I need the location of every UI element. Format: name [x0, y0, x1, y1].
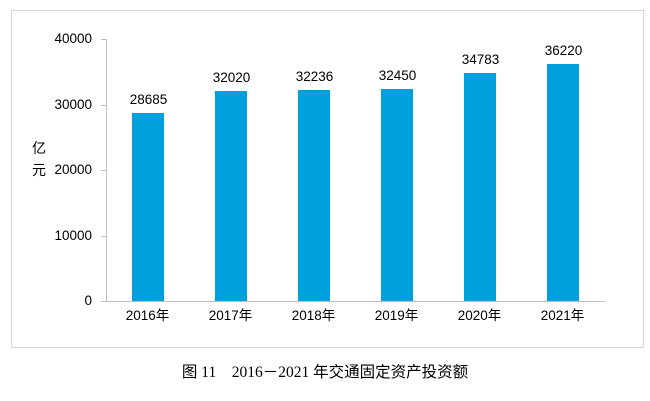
bar-slot: 28685	[107, 39, 190, 301]
bar-value-label: 32236	[295, 68, 334, 84]
y-tick-mark	[101, 104, 106, 106]
bar	[298, 89, 331, 301]
y-tick-label: 0	[84, 293, 92, 308]
plot-area: 28685 32020 32236 32450 34783 36220	[106, 39, 605, 302]
bar-column: 28685	[129, 92, 168, 301]
y-tick-mark	[101, 235, 106, 237]
bar-column: 32450	[378, 67, 417, 301]
y-tick-mark	[101, 301, 106, 302]
bar-value-label: 28685	[129, 92, 168, 108]
y-tick-label: 40000	[54, 31, 92, 46]
y-tick-label: 20000	[54, 162, 92, 177]
bar-slot: 32450	[356, 39, 439, 301]
x-axis-label: 2019年	[374, 308, 419, 323]
chart-frame: 亿元 0 10000 20000 30000 40000 28685 32020 32236…	[11, 10, 644, 348]
bar-value-label: 36220	[544, 42, 583, 58]
bar-slot: 34783	[439, 39, 522, 301]
y-tick-mark	[101, 170, 106, 171]
bar-column: 32236	[295, 68, 334, 301]
x-axis-label: 2018年	[291, 308, 336, 323]
x-axis-label: 2017年	[208, 308, 253, 323]
bar-column: 36220	[544, 42, 583, 301]
bar	[547, 63, 580, 301]
bar-slot: 32020	[190, 39, 273, 301]
bar	[464, 73, 497, 301]
y-tick-mark	[101, 39, 106, 40]
bars-row: 28685 32020 32236 32450 34783 36220	[107, 39, 605, 301]
bar	[132, 113, 165, 301]
y-tick-label: 30000	[54, 96, 92, 112]
x-axis-label: 2021年	[540, 308, 585, 323]
bar-slot: 36220	[522, 39, 605, 301]
x-axis-label: 2016年	[125, 308, 170, 323]
x-axis-label: 2020年	[457, 308, 502, 323]
bar-value-label: 32450	[378, 67, 417, 83]
figure-caption: 图 11 2016－2021 年交通固定资产投资额	[181, 364, 469, 381]
bar-column: 34783	[461, 52, 500, 301]
bar	[381, 88, 414, 301]
bar-value-label: 32020	[212, 70, 251, 86]
y-tick-label: 10000	[54, 227, 92, 243]
bar-value-label: 34783	[461, 52, 500, 68]
bar-column: 32020	[212, 70, 251, 301]
bar-slot: 32236	[273, 39, 356, 301]
bar	[215, 91, 248, 301]
x-axis-labels: 2016年 2017年 2018年 2019年 2020年 2021年	[106, 307, 604, 325]
y-axis-title: 亿元	[32, 140, 46, 178]
